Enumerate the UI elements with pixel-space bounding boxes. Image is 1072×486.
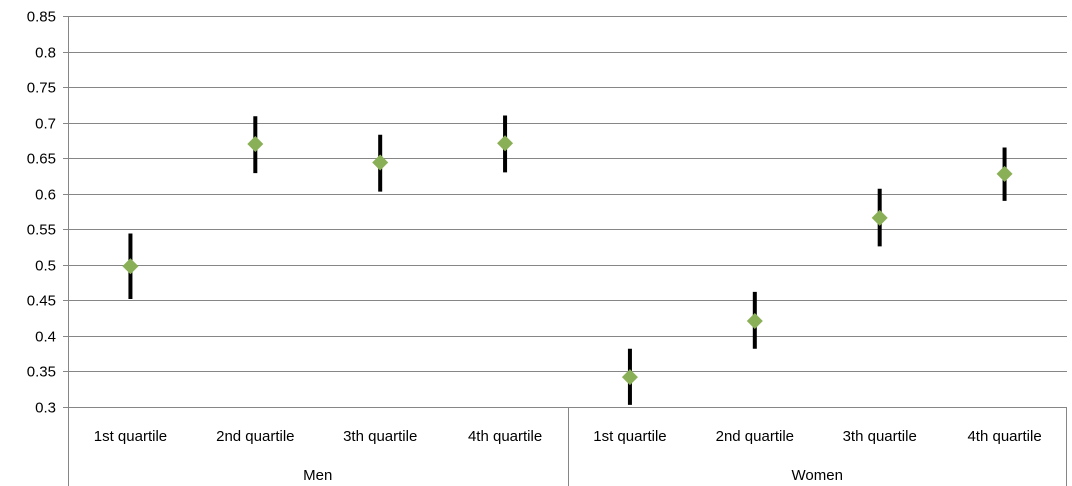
x-axis-category-labels: 1st quartile 2nd quartile 3th quartile 4th … (94, 428, 1042, 445)
axes (68, 16, 1067, 486)
y-tick-label: 0.85 (27, 9, 56, 26)
category-label: 3th quartile (343, 428, 417, 445)
data-markers (122, 135, 1013, 386)
category-label: 3th quartile (843, 428, 917, 445)
y-tick-label: 0.65 (27, 151, 56, 168)
category-label: 4th quartile (967, 428, 1041, 445)
category-label: 2nd quartile (216, 428, 294, 445)
data-point-marker (247, 135, 264, 152)
group-label: Women (792, 467, 843, 484)
y-tick-label: 0.3 (35, 400, 56, 417)
category-label: 1st quartile (94, 428, 167, 445)
data-point-marker (746, 312, 763, 329)
category-label: 2nd quartile (716, 428, 794, 445)
y-tick-label: 0.75 (27, 80, 56, 97)
data-point-marker (122, 258, 139, 275)
group-label: Men (303, 467, 332, 484)
y-tick-label: 0.55 (27, 222, 56, 239)
y-tick-label: 0.4 (35, 329, 56, 346)
y-tick-label: 0.7 (35, 116, 56, 133)
y-tick-label: 0.35 (27, 364, 56, 381)
category-label: 1st quartile (593, 428, 666, 445)
y-tick-label: 0.45 (27, 293, 56, 310)
data-point-marker (996, 165, 1013, 182)
data-point-marker (871, 209, 888, 226)
y-tick-label: 0.8 (35, 45, 56, 62)
data-point-marker (372, 154, 389, 171)
y-axis-tick-labels: 0.3 0.35 0.4 0.45 0.5 0.55 0.6 0.65 0.7 0.75 0.8 0.… (27, 9, 56, 417)
data-point-marker (621, 369, 638, 386)
x-axis-group-labels: Men Women (303, 467, 843, 484)
gridlines (63, 16, 1067, 408)
y-tick-label: 0.6 (35, 187, 56, 204)
category-label: 4th quartile (468, 428, 542, 445)
data-point-marker (497, 135, 514, 152)
y-tick-label: 0.5 (35, 258, 56, 275)
